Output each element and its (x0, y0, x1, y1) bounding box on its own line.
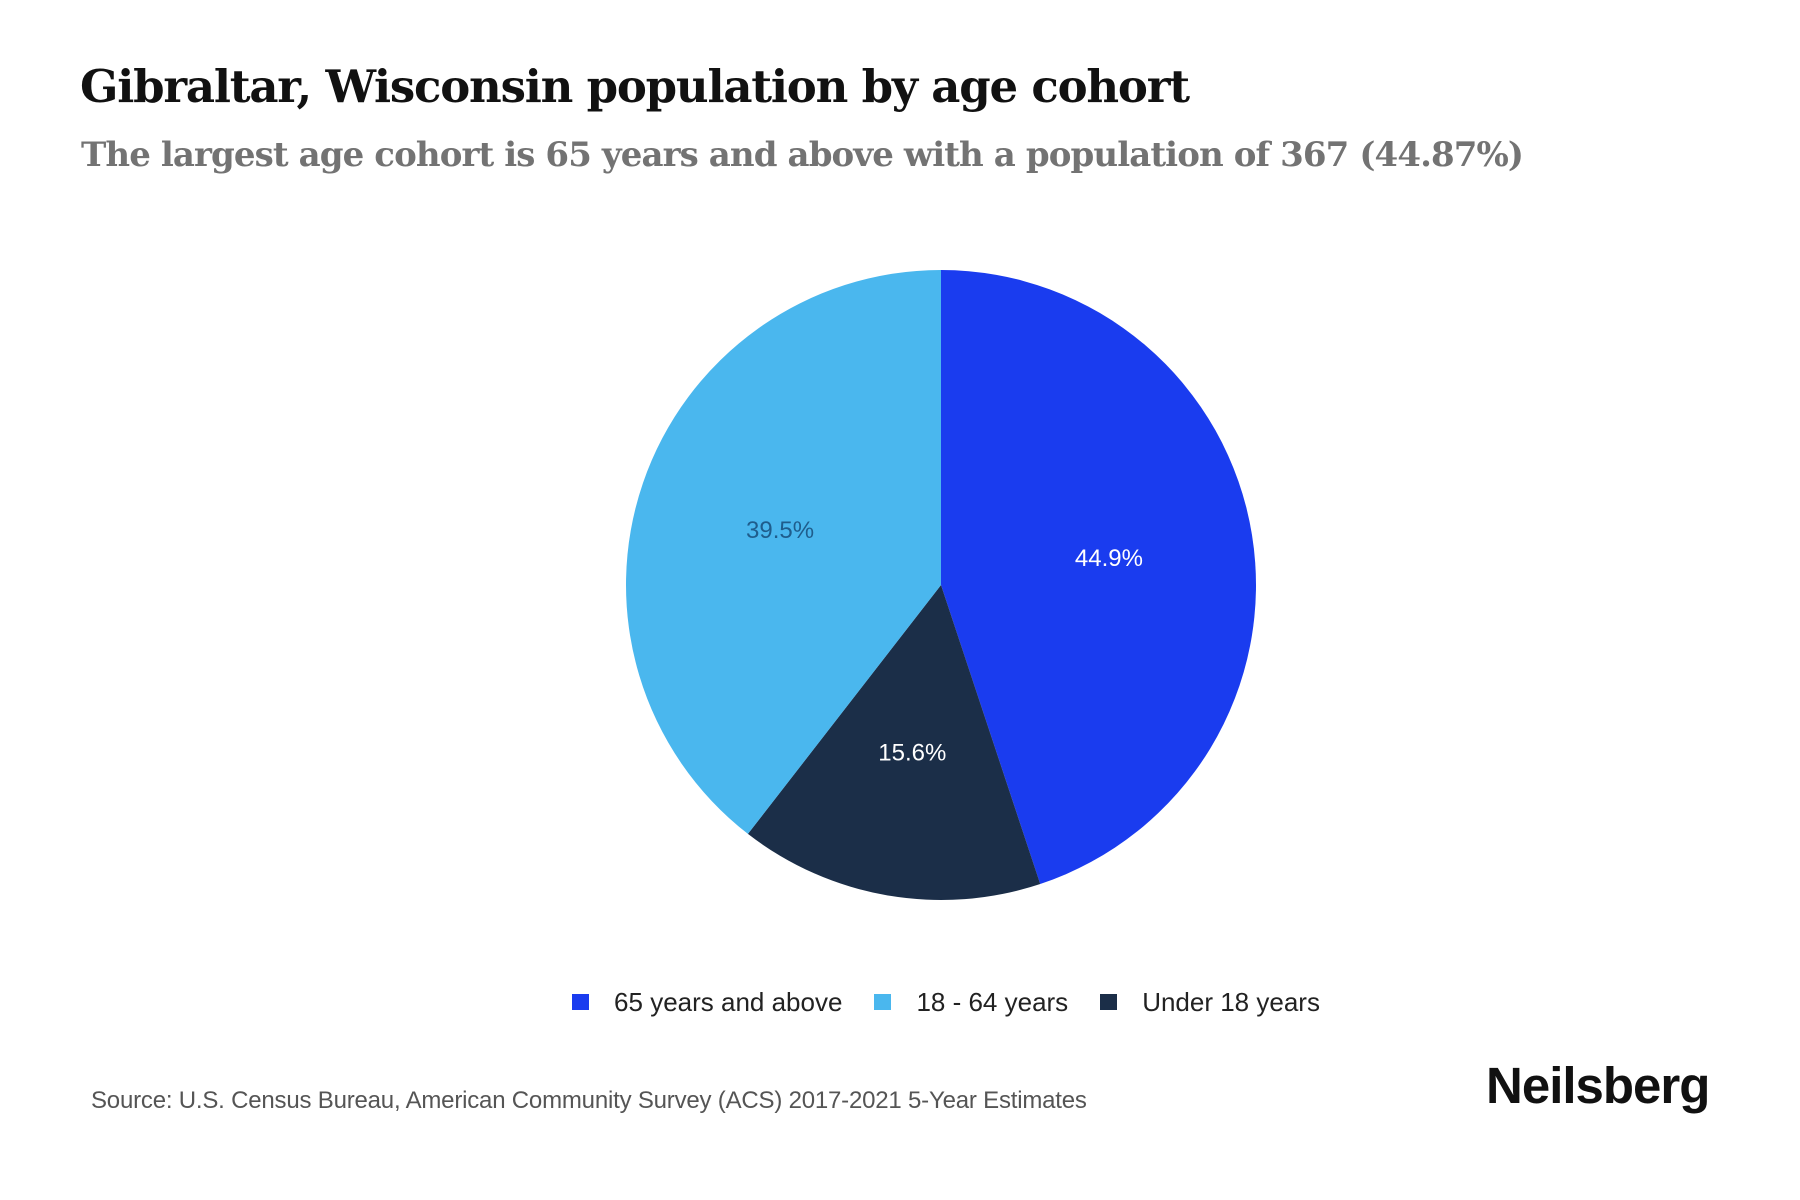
slice-value-label: 44.9% (1075, 545, 1143, 572)
legend-item-65-and-above[interactable]: 65 years and above (572, 987, 842, 1018)
chart-subtitle: The largest age cohort is 65 years and a… (81, 135, 1524, 175)
legend-label: Under 18 years (1142, 986, 1320, 1017)
chart-title: Gibraltar, Wisconsin population by age c… (80, 60, 1190, 113)
legend-swatch-icon (572, 994, 590, 1010)
legend-label: 18 - 64 years (916, 986, 1069, 1017)
slice-value-label: 39.5% (746, 517, 814, 544)
legend-swatch-icon (1100, 994, 1118, 1010)
slice-value-label: 15.6% (878, 740, 946, 767)
legend-item-18-to-64[interactable]: 18 - 64 years (874, 987, 1068, 1018)
pie-labels: 44.9% 15.6% 39.5% (746, 517, 1143, 767)
legend-label: 65 years and above (614, 986, 843, 1017)
pie-slice-under-18-years[interactable] (747, 585, 1041, 900)
brand-logo: Neilsberg (1486, 1057, 1710, 1114)
pie-slice-65-years-and-above[interactable] (941, 270, 1256, 884)
pie-slice-18-64-years[interactable] (626, 270, 941, 834)
pie-slices (626, 270, 1256, 900)
legend-swatch-icon (874, 994, 892, 1010)
legend-item-under-18[interactable]: Under 18 years (1100, 987, 1320, 1018)
chart-legend: 65 years and above 18 - 64 years Under 1… (0, 980, 1800, 1024)
source-note: Source: U.S. Census Bureau, American Com… (91, 1087, 1087, 1114)
